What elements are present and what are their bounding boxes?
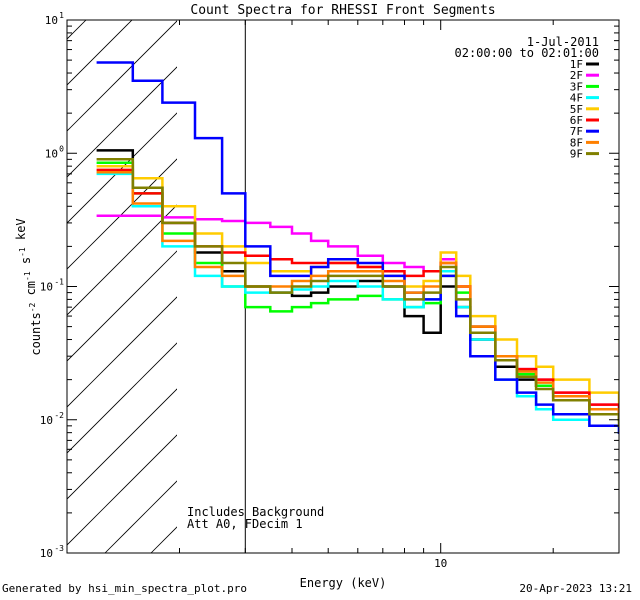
y-tick-label: 100 — [45, 144, 64, 160]
legend-label-4F: 4F — [570, 92, 583, 105]
chart-title: Count Spectra for RHESSI Front Segments — [190, 3, 495, 18]
legend-label-2F: 2F — [570, 69, 583, 82]
hatch-line — [0, 0, 107, 553]
legend-time-range: 02:00:00 to 02:01:00 — [455, 46, 600, 60]
hatch-line — [67, 66, 177, 178]
y-axis-label: counts-2 cm-1 s-1 keV — [14, 218, 43, 355]
hatch-line — [67, 388, 177, 500]
legend-label-6F: 6F — [570, 114, 583, 127]
legend-label-7F: 7F — [570, 125, 583, 138]
legend-label-3F: 3F — [570, 80, 583, 93]
series-line-5F — [96, 164, 619, 406]
legend-label-1F: 1F — [570, 58, 583, 71]
series-line-9F — [96, 158, 619, 428]
legend-label-8F: 8F — [570, 136, 583, 149]
hatch-line — [67, 250, 177, 362]
axis-ticks: 10-310-210-110010110100 — [40, 11, 620, 570]
series-line-2F — [96, 214, 619, 416]
x-tick-label: 10 — [434, 557, 447, 570]
hatch-line — [67, 20, 133, 86]
legend: 1-Jul-2011 02:00:00 to 02:01:00 1F2F3F4F… — [455, 35, 600, 161]
hatch-line — [67, 434, 177, 546]
annotation-background: Includes Background — [187, 505, 324, 519]
legend-label-9F: 9F — [570, 148, 583, 161]
legend-date: 1-Jul-2011 — [527, 35, 599, 49]
y-tick-label: 10-1 — [40, 278, 64, 294]
footer-timestamp: 20-Apr-2023 13:21 — [519, 582, 632, 595]
series-line-1F — [96, 149, 619, 422]
y-tick-label: 10-3 — [40, 544, 64, 560]
annotation-attenuator: Att A0, FDecim 1 — [187, 517, 303, 531]
series-lines — [96, 61, 619, 434]
series-line-3F — [96, 161, 619, 422]
x-axis-label: Energy (keV) — [300, 576, 387, 590]
series-line-8F — [96, 171, 619, 422]
footer-generated-by: Generated by hsi_min_spectra_plot.pro — [2, 582, 248, 595]
y-tick-label: 10-2 — [40, 411, 64, 427]
hatch-region — [0, 0, 177, 553]
hatch-line — [67, 204, 177, 316]
hatch-line — [67, 20, 177, 132]
y-tick-label: 101 — [45, 11, 64, 27]
legend-label-5F: 5F — [570, 103, 583, 116]
hatch-line — [67, 158, 177, 270]
